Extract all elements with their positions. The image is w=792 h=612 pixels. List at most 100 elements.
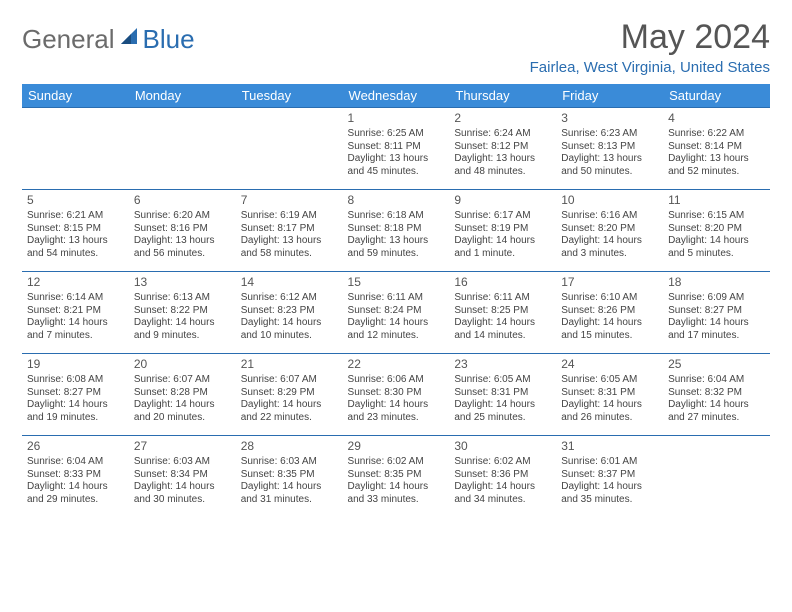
sunset-line: Sunset: 8:33 PM <box>27 469 124 482</box>
daylight-line-1: Daylight: 13 hours <box>561 153 658 166</box>
daylight-line-2: and 30 minutes. <box>134 494 231 507</box>
day-header: Friday <box>556 84 663 108</box>
day-number: 11 <box>668 193 765 208</box>
daylight-line-1: Daylight: 14 hours <box>454 481 551 494</box>
daylight-line-2: and 23 minutes. <box>348 412 445 425</box>
daylight-line-2: and 56 minutes. <box>134 248 231 261</box>
sunrise-line: Sunrise: 6:24 AM <box>454 128 551 141</box>
sail-icon <box>119 26 141 53</box>
calendar-cell <box>663 436 770 518</box>
daylight-line-2: and 33 minutes. <box>348 494 445 507</box>
sunrise-line: Sunrise: 6:02 AM <box>454 456 551 469</box>
sunset-line: Sunset: 8:13 PM <box>561 141 658 154</box>
day-header: Monday <box>129 84 236 108</box>
daylight-line-1: Daylight: 14 hours <box>241 481 338 494</box>
daylight-line-1: Daylight: 13 hours <box>134 235 231 248</box>
day-header: Tuesday <box>236 84 343 108</box>
sunset-line: Sunset: 8:19 PM <box>454 223 551 236</box>
sunrise-line: Sunrise: 6:20 AM <box>134 210 231 223</box>
sunset-line: Sunset: 8:24 PM <box>348 305 445 318</box>
day-number: 9 <box>454 193 551 208</box>
day-number: 19 <box>27 357 124 372</box>
day-number: 10 <box>561 193 658 208</box>
day-number: 4 <box>668 111 765 126</box>
header: General Blue May 2024 Fairlea, West Virg… <box>22 18 770 76</box>
sunrise-line: Sunrise: 6:25 AM <box>348 128 445 141</box>
daylight-line-1: Daylight: 14 hours <box>561 481 658 494</box>
daylight-line-1: Daylight: 14 hours <box>134 399 231 412</box>
title-block: May 2024 Fairlea, West Virginia, United … <box>530 18 770 76</box>
calendar-week-row: 26Sunrise: 6:04 AMSunset: 8:33 PMDayligh… <box>22 436 770 518</box>
daylight-line-1: Daylight: 14 hours <box>241 317 338 330</box>
sunrise-line: Sunrise: 6:12 AM <box>241 292 338 305</box>
day-number: 30 <box>454 439 551 454</box>
sunset-line: Sunset: 8:31 PM <box>454 387 551 400</box>
sunrise-line: Sunrise: 6:09 AM <box>668 292 765 305</box>
logo-text-blue: Blue <box>143 24 195 55</box>
calendar-cell: 28Sunrise: 6:03 AMSunset: 8:35 PMDayligh… <box>236 436 343 518</box>
sunset-line: Sunset: 8:20 PM <box>668 223 765 236</box>
sunset-line: Sunset: 8:35 PM <box>241 469 338 482</box>
sunset-line: Sunset: 8:17 PM <box>241 223 338 236</box>
calendar-cell: 8Sunrise: 6:18 AMSunset: 8:18 PMDaylight… <box>343 190 450 272</box>
calendar-cell: 23Sunrise: 6:05 AMSunset: 8:31 PMDayligh… <box>449 354 556 436</box>
logo-text-general: General <box>22 24 115 55</box>
daylight-line-1: Daylight: 13 hours <box>454 153 551 166</box>
daylight-line-1: Daylight: 14 hours <box>134 481 231 494</box>
sunset-line: Sunset: 8:15 PM <box>27 223 124 236</box>
calendar-cell: 12Sunrise: 6:14 AMSunset: 8:21 PMDayligh… <box>22 272 129 354</box>
day-number: 16 <box>454 275 551 290</box>
daylight-line-2: and 59 minutes. <box>348 248 445 261</box>
daylight-line-2: and 10 minutes. <box>241 330 338 343</box>
sunrise-line: Sunrise: 6:07 AM <box>241 374 338 387</box>
calendar-cell: 21Sunrise: 6:07 AMSunset: 8:29 PMDayligh… <box>236 354 343 436</box>
daylight-line-1: Daylight: 13 hours <box>348 235 445 248</box>
sunset-line: Sunset: 8:23 PM <box>241 305 338 318</box>
sunset-line: Sunset: 8:18 PM <box>348 223 445 236</box>
daylight-line-1: Daylight: 14 hours <box>348 399 445 412</box>
calendar-cell: 11Sunrise: 6:15 AMSunset: 8:20 PMDayligh… <box>663 190 770 272</box>
sunset-line: Sunset: 8:36 PM <box>454 469 551 482</box>
sunrise-line: Sunrise: 6:05 AM <box>561 374 658 387</box>
daylight-line-1: Daylight: 13 hours <box>668 153 765 166</box>
daylight-line-1: Daylight: 14 hours <box>668 235 765 248</box>
daylight-line-1: Daylight: 14 hours <box>561 317 658 330</box>
daylight-line-1: Daylight: 14 hours <box>561 235 658 248</box>
daylight-line-1: Daylight: 13 hours <box>348 153 445 166</box>
day-header: Sunday <box>22 84 129 108</box>
daylight-line-1: Daylight: 14 hours <box>454 399 551 412</box>
calendar-cell: 15Sunrise: 6:11 AMSunset: 8:24 PMDayligh… <box>343 272 450 354</box>
day-number: 20 <box>134 357 231 372</box>
daylight-line-2: and 35 minutes. <box>561 494 658 507</box>
daylight-line-1: Daylight: 14 hours <box>668 399 765 412</box>
sunset-line: Sunset: 8:21 PM <box>27 305 124 318</box>
day-number: 7 <box>241 193 338 208</box>
calendar-cell: 4Sunrise: 6:22 AMSunset: 8:14 PMDaylight… <box>663 108 770 190</box>
day-header: Wednesday <box>343 84 450 108</box>
sunrise-line: Sunrise: 6:13 AM <box>134 292 231 305</box>
calendar-cell: 2Sunrise: 6:24 AMSunset: 8:12 PMDaylight… <box>449 108 556 190</box>
calendar-body: 1Sunrise: 6:25 AMSunset: 8:11 PMDaylight… <box>22 108 770 518</box>
sunset-line: Sunset: 8:31 PM <box>561 387 658 400</box>
daylight-line-1: Daylight: 14 hours <box>454 235 551 248</box>
day-number: 27 <box>134 439 231 454</box>
sunset-line: Sunset: 8:20 PM <box>561 223 658 236</box>
calendar-cell: 3Sunrise: 6:23 AMSunset: 8:13 PMDaylight… <box>556 108 663 190</box>
daylight-line-2: and 45 minutes. <box>348 166 445 179</box>
daylight-line-1: Daylight: 14 hours <box>27 481 124 494</box>
calendar-week-row: 12Sunrise: 6:14 AMSunset: 8:21 PMDayligh… <box>22 272 770 354</box>
daylight-line-1: Daylight: 14 hours <box>454 317 551 330</box>
calendar-cell <box>236 108 343 190</box>
daylight-line-2: and 29 minutes. <box>27 494 124 507</box>
sunrise-line: Sunrise: 6:23 AM <box>561 128 658 141</box>
sunrise-line: Sunrise: 6:10 AM <box>561 292 658 305</box>
day-number: 15 <box>348 275 445 290</box>
daylight-line-1: Daylight: 14 hours <box>27 317 124 330</box>
sunrise-line: Sunrise: 6:16 AM <box>561 210 658 223</box>
calendar-cell: 26Sunrise: 6:04 AMSunset: 8:33 PMDayligh… <box>22 436 129 518</box>
calendar-cell: 22Sunrise: 6:06 AMSunset: 8:30 PMDayligh… <box>343 354 450 436</box>
daylight-line-2: and 31 minutes. <box>241 494 338 507</box>
sunrise-line: Sunrise: 6:06 AM <box>348 374 445 387</box>
calendar-cell: 24Sunrise: 6:05 AMSunset: 8:31 PMDayligh… <box>556 354 663 436</box>
sunrise-line: Sunrise: 6:02 AM <box>348 456 445 469</box>
